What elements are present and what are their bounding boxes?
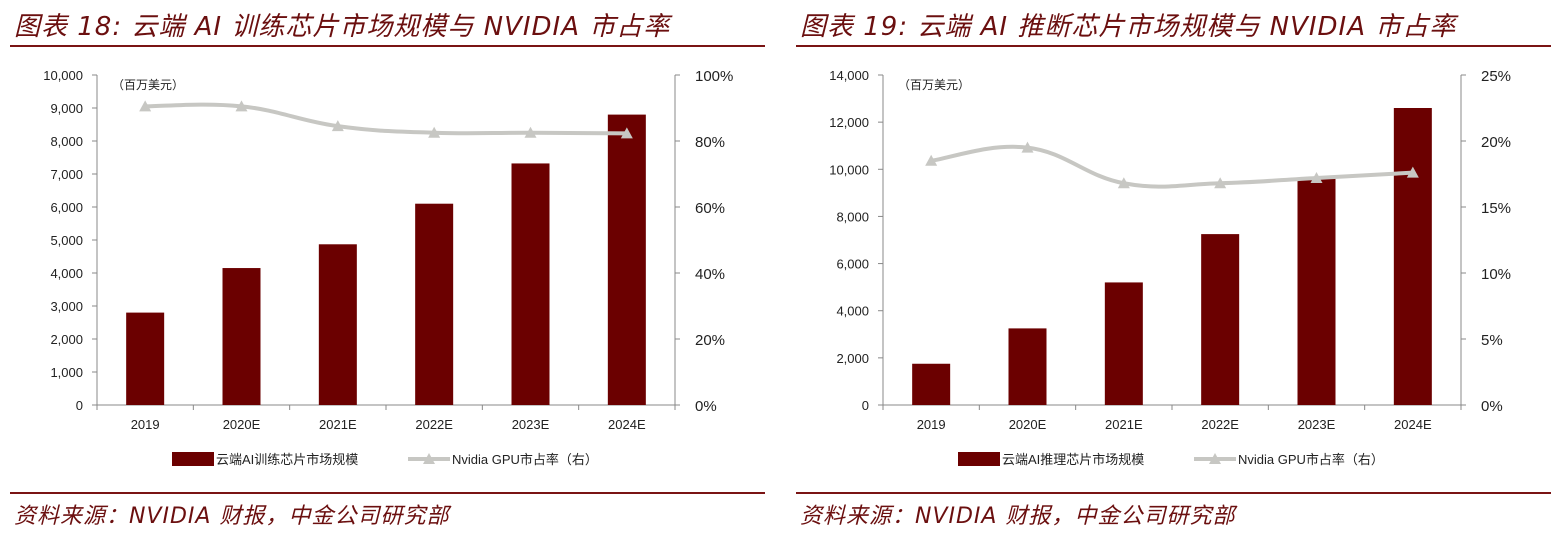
bar [222,268,261,405]
x-tick-label: 2024E [1394,417,1432,432]
bar [1201,234,1240,405]
share-line [930,144,1413,189]
y-tick-label-right: 15% [1481,200,1511,217]
y-tick-label-left: 2,000 [836,351,869,366]
y-tick-label-right: 0% [1481,398,1503,415]
y-tick-label-left: 4,000 [836,304,869,319]
legend-label-line: Nvidia GPU市占率（右） [1238,452,1384,467]
bar [1393,108,1432,405]
share-line [145,102,627,136]
y-tick-label-right: 40% [695,266,725,283]
bar [415,203,454,405]
bar [1008,328,1047,405]
legend-marker-line [423,453,435,464]
y-tick-label-left: 8,000 [836,209,869,224]
x-tick-label: 2020E [1009,417,1047,432]
y-tick-label-left: 6,000 [836,257,869,272]
y-tick-label-left: 12,000 [829,115,869,130]
y-tick-label-right: 20% [695,332,725,349]
bar [126,312,165,405]
x-tick-label: 2019 [131,417,160,432]
line-marker [1214,177,1227,189]
line-marker [620,127,633,139]
line-marker [1310,171,1323,183]
legend-label-line: Nvidia GPU市占率（右） [452,452,598,467]
y-tick-label-left: 10,000 [829,162,869,177]
bar [912,363,951,405]
bar [511,163,550,405]
unit-label: （百万美元） [898,78,970,92]
y-tick-label-left: 3,000 [50,299,83,314]
y-tick-label-left: 9,000 [50,101,83,116]
x-tick-label: 2024E [608,417,646,432]
y-tick-label-left: 0 [862,398,869,413]
y-tick-label-left: 10,000 [43,68,83,83]
figure-title: 图表 19: 云端 AI 推断芯片市场规模与 NVIDIA 市占率 [800,12,1457,42]
legend-label-bar: 云端AI推理芯片市场规模 [1002,452,1144,467]
y-tick-label-left: 6,000 [50,200,83,215]
y-tick-label-left: 0 [76,398,83,413]
source-note: 资料来源：NVIDIA 财报，中金公司研究部 [800,504,1236,529]
y-tick-label-left: 7,000 [50,167,83,182]
y-tick-label-left: 8,000 [50,134,83,149]
y-tick-label-right: 60% [695,200,725,217]
title-rule [10,45,765,47]
line-marker [428,126,441,138]
source-rule [796,492,1551,494]
line-marker [1021,141,1034,153]
x-tick-label: 2023E [512,417,550,432]
y-tick-label-left: 1,000 [50,365,83,380]
inference-chip-chart: 0 2,000 4,000 6,000 8,000 10,000 12,000 14,000 0… [829,68,1511,467]
line-marker [925,154,938,166]
legend-swatch-bar [172,452,214,466]
line-marker [524,126,537,138]
x-tick-label: 2023E [1298,417,1336,432]
line-marker [235,100,248,112]
y-tick-label-left: 2,000 [50,332,83,347]
y-tick-label-right: 20% [1481,134,1511,151]
line-marker [331,120,344,132]
line-marker [139,100,152,112]
y-tick-label-right: 0% [695,398,717,415]
unit-label: （百万美元） [112,78,184,92]
y-tick-label-left: 4,000 [50,266,83,281]
y-tick-label-right: 5% [1481,332,1503,349]
legend-label-bar: 云端AI训练芯片市场规模 [216,452,358,467]
bar [607,114,646,405]
line-marker [1117,177,1130,189]
x-tick-label: 2022E [1201,417,1239,432]
chart-panel-left: 图表 18: 云端 AI 训练芯片市场规模与 NVIDIA 市占率 0 1,000… [0,0,770,541]
y-tick-label-right: 10% [1481,266,1511,283]
y-tick-label-right: 80% [695,134,725,151]
training-chip-chart: 0 1,000 2,000 3,000 4,000 5,000 6,000 7,000 8,00… [43,68,733,467]
x-tick-label: 2021E [1105,417,1143,432]
bar [1104,282,1143,405]
y-tick-label-left: 14,000 [829,68,869,83]
source-rule [10,492,765,494]
x-tick-label: 2022E [415,417,453,432]
bar [318,244,357,405]
legend-swatch-bar [958,452,1000,466]
legend-marker-line [1209,453,1221,464]
chart-panel-right: 图表 19: 云端 AI 推断芯片市场规模与 NVIDIA 市占率 0 2,000… [786,0,1556,541]
bar [1297,177,1336,405]
x-tick-label: 2020E [223,417,261,432]
y-tick-label-right: 100% [695,68,733,85]
line-marker [1406,166,1419,178]
title-rule [796,45,1551,47]
x-tick-label: 2021E [319,417,357,432]
figure-title: 图表 18: 云端 AI 训练芯片市场规模与 NVIDIA 市占率 [14,12,671,42]
y-tick-label-left: 5,000 [50,233,83,248]
y-tick-label-right: 25% [1481,68,1511,85]
x-tick-label: 2019 [917,417,946,432]
source-note: 资料来源：NVIDIA 财报，中金公司研究部 [14,504,450,529]
